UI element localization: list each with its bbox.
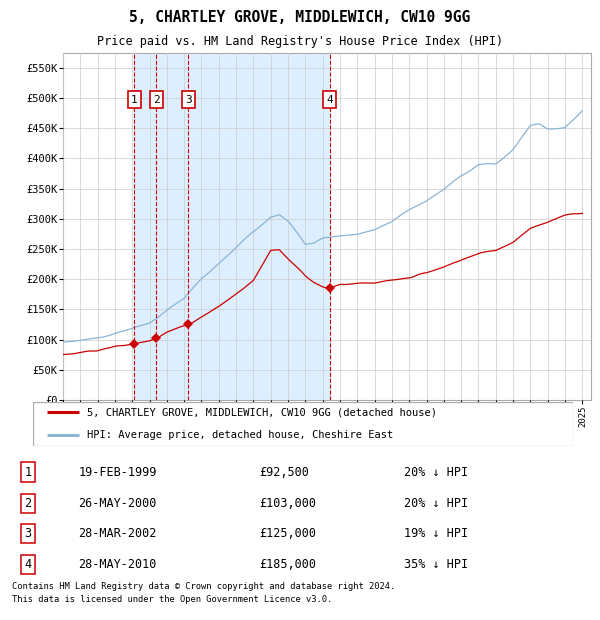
Text: 5, CHARTLEY GROVE, MIDDLEWICH, CW10 9GG (detached house): 5, CHARTLEY GROVE, MIDDLEWICH, CW10 9GG … [87, 407, 437, 417]
Text: 19-FEB-1999: 19-FEB-1999 [78, 466, 157, 479]
Text: 4: 4 [326, 95, 333, 105]
Text: 20% ↓ HPI: 20% ↓ HPI [404, 497, 468, 510]
Text: £125,000: £125,000 [260, 527, 317, 540]
Text: 2: 2 [25, 497, 32, 510]
Text: 35% ↓ HPI: 35% ↓ HPI [404, 558, 468, 571]
Text: 1: 1 [131, 95, 137, 105]
Text: 2: 2 [153, 95, 160, 105]
Text: 28-MAY-2010: 28-MAY-2010 [78, 558, 157, 571]
Text: 3: 3 [185, 95, 192, 105]
Text: Contains HM Land Registry data © Crown copyright and database right 2024.
This d: Contains HM Land Registry data © Crown c… [12, 582, 395, 604]
Text: 19% ↓ HPI: 19% ↓ HPI [404, 527, 468, 540]
Text: 3: 3 [25, 527, 32, 540]
Text: 1: 1 [25, 466, 32, 479]
Text: 26-MAY-2000: 26-MAY-2000 [78, 497, 157, 510]
Text: 4: 4 [25, 558, 32, 571]
Text: HPI: Average price, detached house, Cheshire East: HPI: Average price, detached house, Ches… [87, 430, 393, 440]
Text: £103,000: £103,000 [260, 497, 317, 510]
Text: £92,500: £92,500 [260, 466, 310, 479]
Bar [134, 53, 329, 400]
Text: 28-MAR-2002: 28-MAR-2002 [78, 527, 157, 540]
Text: Price paid vs. HM Land Registry's House Price Index (HPI): Price paid vs. HM Land Registry's House … [97, 35, 503, 48]
Text: £185,000: £185,000 [260, 558, 317, 571]
Text: 20% ↓ HPI: 20% ↓ HPI [404, 466, 468, 479]
Text: 5, CHARTLEY GROVE, MIDDLEWICH, CW10 9GG: 5, CHARTLEY GROVE, MIDDLEWICH, CW10 9GG [130, 10, 470, 25]
